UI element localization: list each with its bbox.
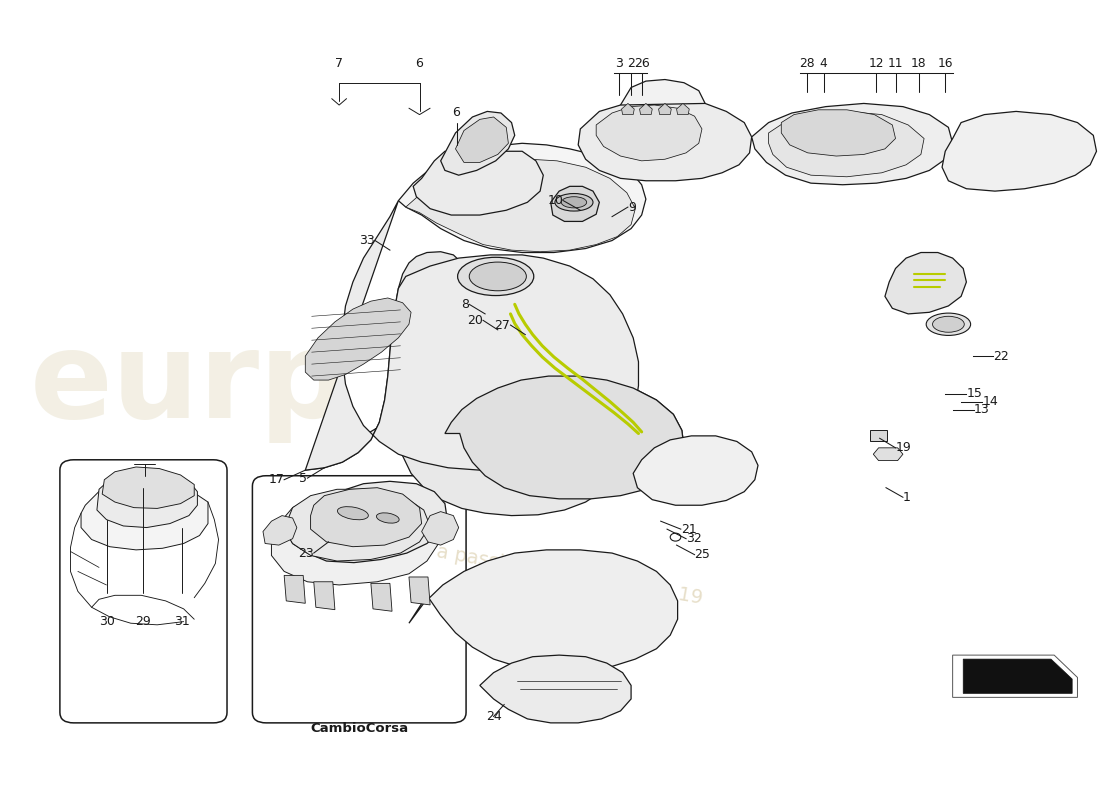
Polygon shape [659, 103, 671, 114]
Ellipse shape [470, 262, 527, 290]
Polygon shape [263, 515, 297, 545]
Text: 15: 15 [967, 387, 982, 400]
Text: 19: 19 [895, 442, 911, 454]
Text: 10: 10 [548, 194, 563, 207]
Polygon shape [284, 490, 430, 561]
Ellipse shape [926, 313, 970, 335]
Ellipse shape [458, 258, 534, 295]
Text: 6: 6 [416, 57, 424, 70]
Text: 23: 23 [298, 546, 314, 559]
Polygon shape [414, 151, 543, 215]
Polygon shape [272, 492, 438, 585]
Text: 16: 16 [937, 57, 953, 70]
Text: 8: 8 [461, 298, 470, 311]
Text: 30: 30 [100, 615, 116, 628]
Polygon shape [306, 298, 411, 380]
Polygon shape [289, 482, 447, 562]
Text: 33: 33 [360, 234, 375, 247]
Polygon shape [769, 111, 924, 177]
Polygon shape [781, 110, 895, 156]
Text: CambioCorsa: CambioCorsa [310, 722, 408, 735]
Polygon shape [444, 376, 684, 499]
Text: 29: 29 [135, 615, 152, 628]
Text: 22: 22 [993, 350, 1009, 362]
Polygon shape [97, 472, 197, 527]
Polygon shape [406, 159, 636, 252]
Text: 12: 12 [869, 57, 884, 70]
Polygon shape [634, 436, 758, 506]
Polygon shape [371, 583, 392, 611]
Polygon shape [81, 480, 208, 550]
Text: 18: 18 [911, 57, 926, 70]
Polygon shape [551, 186, 600, 222]
Polygon shape [441, 111, 515, 175]
Polygon shape [621, 103, 635, 114]
Polygon shape [942, 111, 1097, 191]
Polygon shape [421, 512, 459, 545]
Polygon shape [306, 201, 638, 470]
Polygon shape [873, 448, 903, 461]
Text: 3: 3 [616, 57, 624, 70]
Polygon shape [596, 105, 702, 161]
Polygon shape [480, 655, 631, 723]
Polygon shape [314, 582, 334, 610]
Polygon shape [639, 103, 652, 114]
Polygon shape [964, 659, 1072, 694]
Text: 31: 31 [174, 615, 189, 628]
Text: a passion for parts since 19: a passion for parts since 19 [436, 542, 704, 608]
Polygon shape [751, 103, 953, 185]
Text: 11: 11 [888, 57, 903, 70]
Text: 5: 5 [299, 472, 307, 485]
Text: 13: 13 [974, 403, 990, 416]
Text: 25: 25 [694, 548, 711, 561]
Text: 28: 28 [799, 57, 814, 70]
Text: eurp: eurp [30, 326, 348, 442]
Text: 4: 4 [820, 57, 827, 70]
Text: 2: 2 [627, 57, 635, 70]
Ellipse shape [376, 513, 399, 523]
Text: 26: 26 [634, 57, 649, 70]
Text: 14: 14 [982, 395, 998, 408]
Ellipse shape [554, 194, 593, 211]
Polygon shape [102, 467, 195, 509]
Ellipse shape [561, 197, 586, 208]
Polygon shape [306, 252, 617, 515]
Text: 9: 9 [628, 201, 636, 214]
Text: 6: 6 [452, 106, 461, 119]
Polygon shape [409, 577, 430, 605]
Text: 21: 21 [681, 522, 696, 536]
Text: 7: 7 [336, 57, 343, 70]
Polygon shape [884, 253, 967, 314]
Ellipse shape [338, 506, 368, 520]
Ellipse shape [933, 316, 965, 332]
Text: 32: 32 [686, 532, 702, 546]
Text: 20: 20 [468, 314, 483, 326]
Text: 24: 24 [486, 710, 502, 723]
Polygon shape [398, 143, 646, 253]
Text: 1: 1 [903, 490, 911, 504]
Polygon shape [388, 270, 684, 493]
Polygon shape [284, 575, 306, 603]
Polygon shape [409, 550, 678, 671]
Polygon shape [676, 103, 690, 114]
Text: 27: 27 [495, 318, 510, 331]
Polygon shape [620, 79, 705, 133]
Polygon shape [455, 117, 508, 162]
Polygon shape [870, 430, 887, 442]
Polygon shape [579, 103, 751, 181]
Polygon shape [310, 488, 421, 546]
Text: 17: 17 [268, 474, 284, 486]
